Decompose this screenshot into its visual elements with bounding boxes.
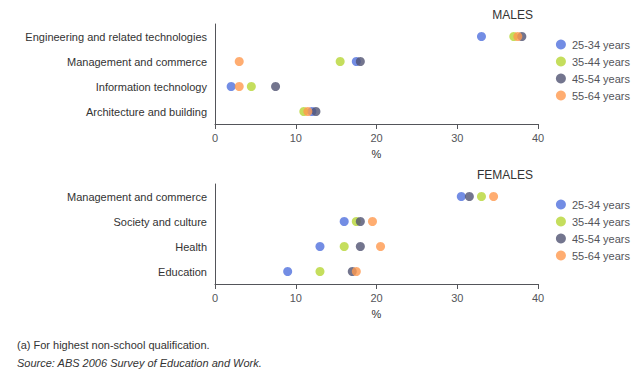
svg-text:30: 30 xyxy=(451,292,463,304)
svg-text:40: 40 xyxy=(532,132,544,144)
svg-text:10: 10 xyxy=(290,132,302,144)
svg-text:35-44 years: 35-44 years xyxy=(572,216,631,228)
svg-text:%: % xyxy=(372,308,382,320)
svg-text:30: 30 xyxy=(451,132,463,144)
svg-text:Architecture and building: Architecture and building xyxy=(86,106,207,118)
svg-text:25-34 years: 25-34 years xyxy=(572,39,631,51)
svg-text:(a) For highest non-school qua: (a) For highest non-school qualification… xyxy=(17,339,210,351)
svg-text:35-44 years: 35-44 years xyxy=(572,56,631,68)
svg-text:55-64 years: 55-64 years xyxy=(572,250,631,262)
svg-text:45-54 years: 45-54 years xyxy=(572,233,631,245)
svg-text:40: 40 xyxy=(532,292,544,304)
svg-text:Source: ABS 2006 Survey of Edu: Source: ABS 2006 Survey of Education and… xyxy=(17,357,262,369)
svg-text:25-34 years: 25-34 years xyxy=(572,199,631,211)
svg-text:%: % xyxy=(372,148,382,160)
svg-text:Management and commerce: Management and commerce xyxy=(67,56,207,68)
svg-text:FEMALES: FEMALES xyxy=(477,168,533,182)
svg-text:45-54 years: 45-54 years xyxy=(572,73,631,85)
svg-text:MALES: MALES xyxy=(492,8,533,22)
svg-text:20: 20 xyxy=(370,292,382,304)
svg-text:Management and commerce: Management and commerce xyxy=(67,191,207,203)
svg-text:0: 0 xyxy=(212,132,218,144)
svg-text:Education: Education xyxy=(158,266,207,278)
svg-text:Society and culture: Society and culture xyxy=(113,216,207,228)
svg-text:55-64 years: 55-64 years xyxy=(572,90,631,102)
svg-text:Engineering and related techno: Engineering and related technologies xyxy=(25,31,207,43)
svg-text:Health: Health xyxy=(175,241,207,253)
svg-text:20: 20 xyxy=(370,132,382,144)
svg-text:0: 0 xyxy=(212,292,218,304)
svg-text:10: 10 xyxy=(290,292,302,304)
svg-text:Information technology: Information technology xyxy=(96,81,208,93)
